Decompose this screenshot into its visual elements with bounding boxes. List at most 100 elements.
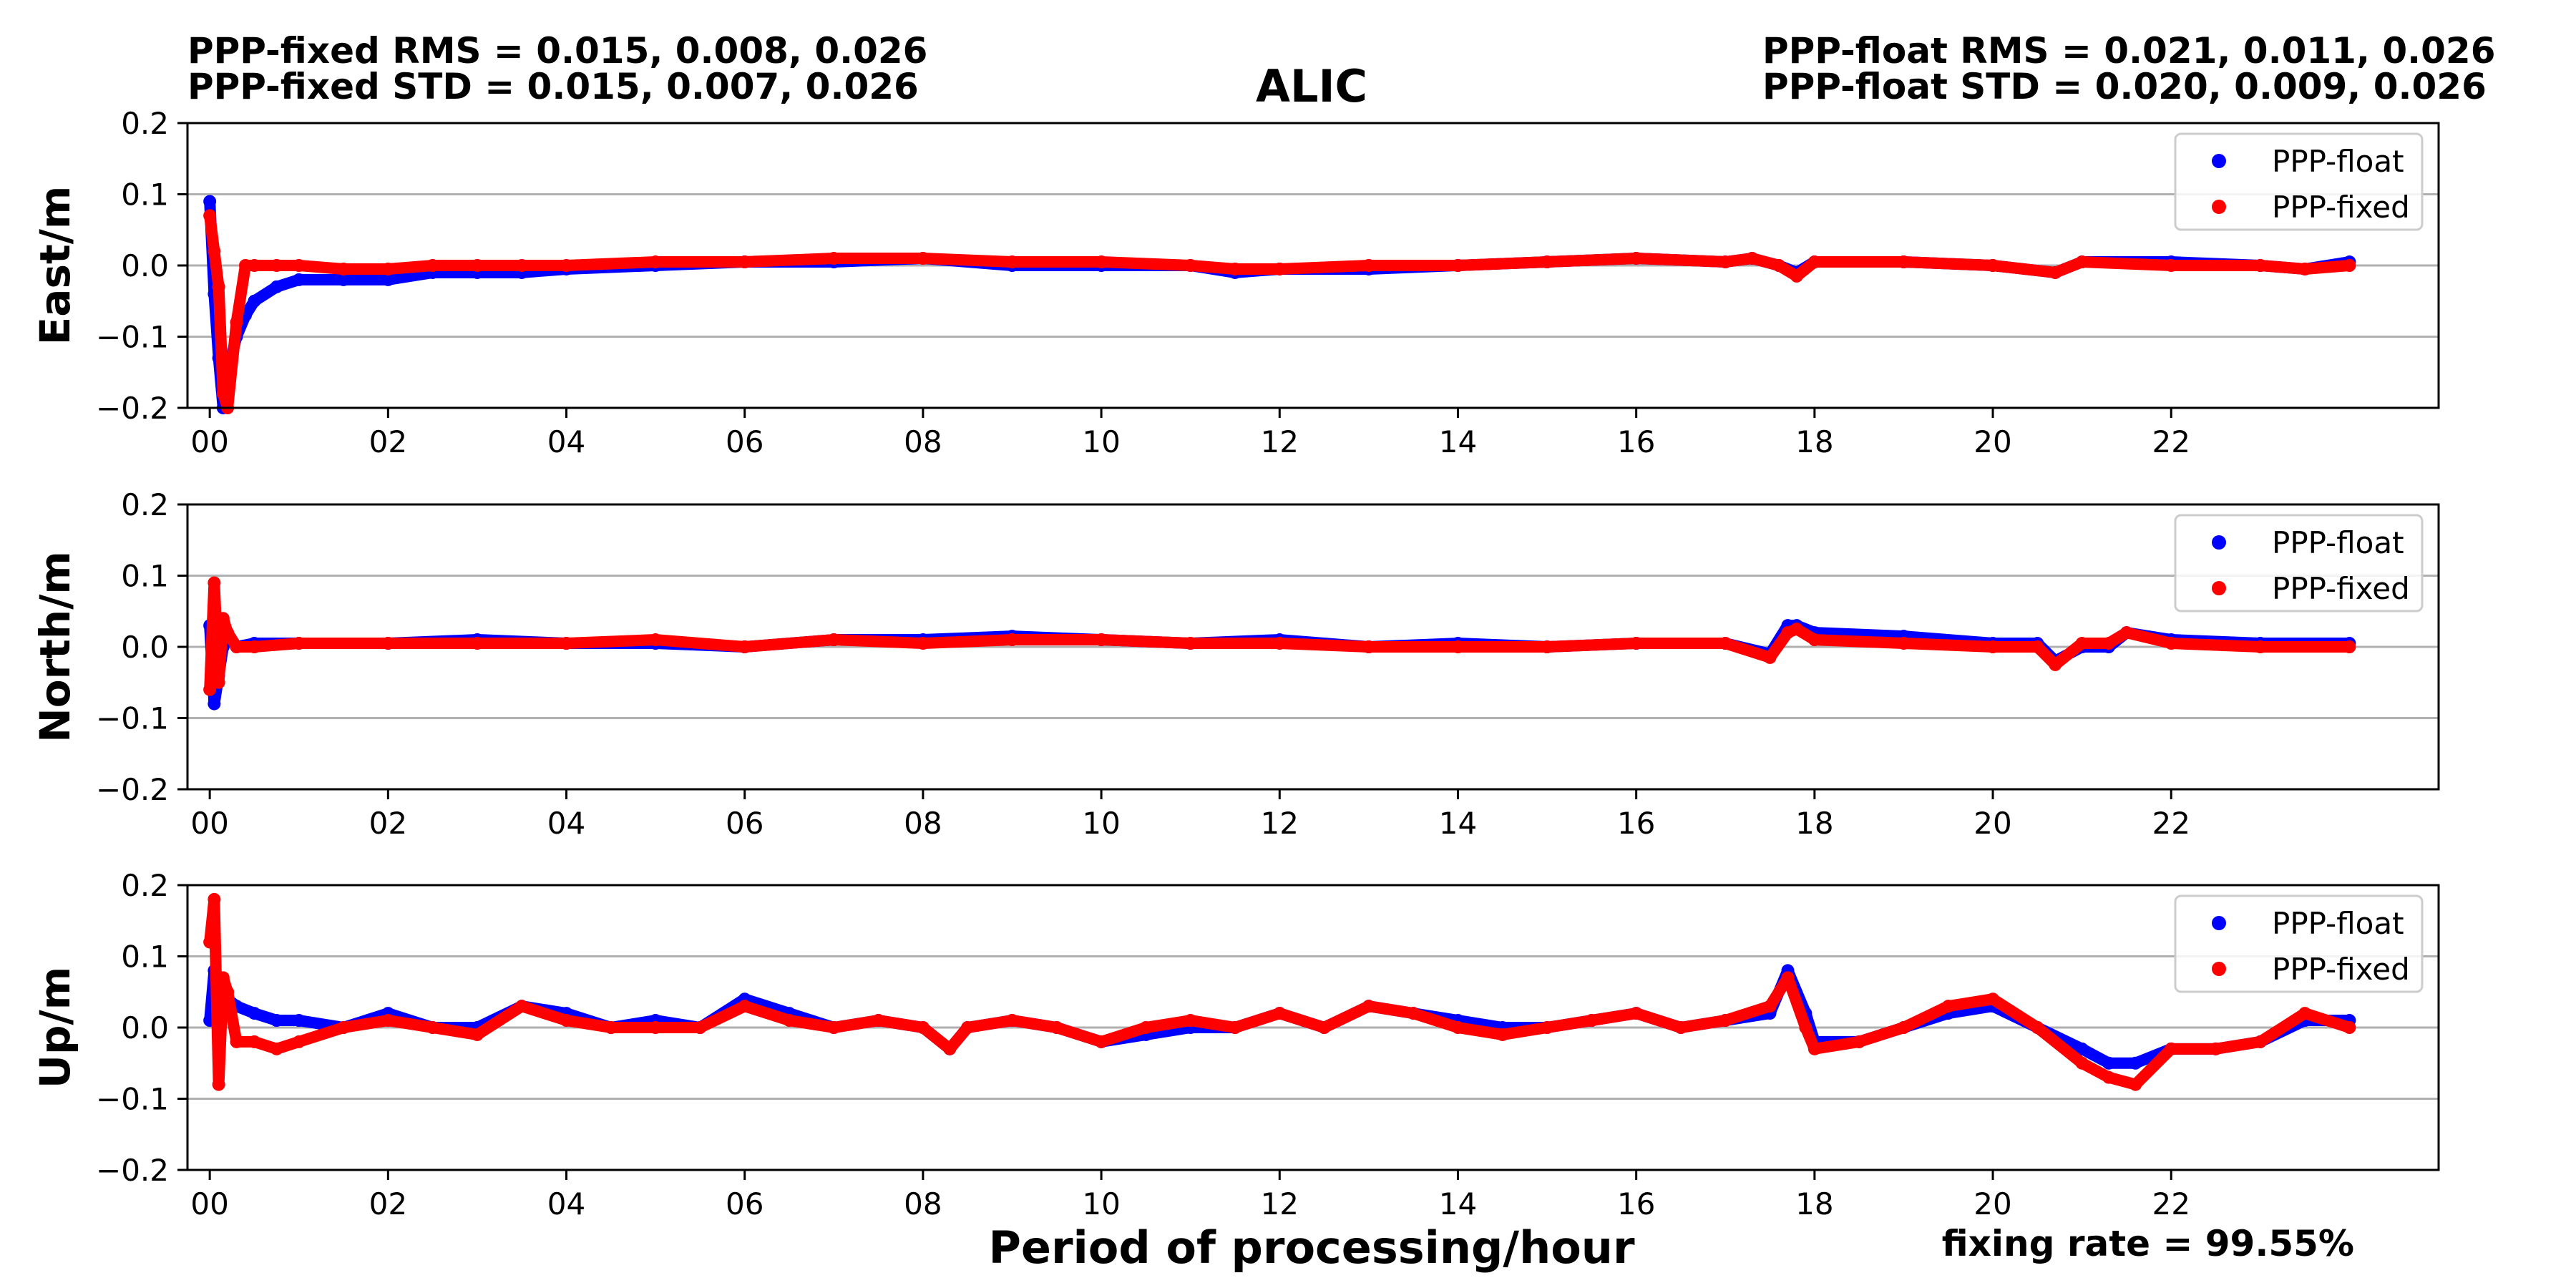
series-ppp-float <box>203 619 2356 711</box>
y-tick-label: −0.1 <box>96 320 169 355</box>
trace-segment <box>694 1000 751 1033</box>
trace-segment <box>426 1022 483 1040</box>
x-tick-label: 06 <box>726 806 763 841</box>
y-tick-label: 0.0 <box>121 1010 169 1045</box>
legend-label: PPP-fixed <box>2272 952 2410 987</box>
legend-box <box>2174 132 2424 231</box>
trace-segment <box>1674 1015 1732 1033</box>
x-tick-label: 00 <box>190 806 228 841</box>
x-tick-label: 06 <box>726 1186 763 1221</box>
x-tick-label: 20 <box>1974 806 2011 841</box>
trace-segment <box>516 1000 572 1027</box>
trace-segment <box>1630 253 1732 268</box>
trace-segment <box>2165 638 2266 653</box>
trace-segment <box>230 260 251 328</box>
legend-box <box>2174 894 2424 993</box>
trace-segment <box>222 986 243 1048</box>
y-tick-label: 0.2 <box>121 106 169 141</box>
trace-segment <box>828 1015 884 1033</box>
trace-segment <box>1407 1008 1464 1033</box>
y-tick-label: 0.1 <box>121 559 169 594</box>
subplot-eastm: 0.2 0.1 0.0 −0.1 −0.2 00 02 04 06 08 10 12 14 16 18 20 2… <box>31 106 2440 459</box>
trace-segment <box>1987 260 2062 278</box>
trace-segment <box>1541 253 1642 268</box>
trace-segment <box>917 634 1018 650</box>
trace-segment <box>738 634 840 653</box>
trace-segment <box>738 253 840 268</box>
trace-segment <box>2031 1022 2088 1069</box>
x-tick-label: 20 <box>1974 1186 2011 1221</box>
x-tick-label: 04 <box>547 1186 585 1221</box>
legend-marker <box>2212 581 2226 595</box>
x-tick-label: 12 <box>1261 806 1299 841</box>
trace-segment <box>1096 256 1196 271</box>
trace-segment <box>1274 1008 1330 1033</box>
x-tick-label: 10 <box>1082 806 1120 841</box>
trace-segment <box>1541 1015 1598 1033</box>
y-tick-label: 0.1 <box>121 940 169 975</box>
trace-segment <box>1782 972 1812 1033</box>
y-tick-label: −0.2 <box>96 391 169 426</box>
y-tick-label: −0.1 <box>96 701 169 736</box>
trace-segment <box>1541 638 1642 653</box>
trace-segment <box>2210 1035 2266 1055</box>
trace-segment <box>471 1000 528 1040</box>
x-tick-label: 16 <box>1617 1186 1655 1221</box>
series-ppp-fixed <box>203 209 2356 414</box>
x-tick-label: 00 <box>190 424 228 459</box>
trace-segment <box>1006 1015 1063 1033</box>
trace-segment <box>1140 1015 1196 1033</box>
float-rms-text: PPP-float RMS = 0.021, 0.011, 0.026 <box>1762 30 2496 72</box>
legend: PPP-float PPP-fixed <box>2174 894 2424 993</box>
trace-segment <box>2254 1008 2311 1048</box>
legend: PPP-float PPP-fixed <box>2174 514 2424 613</box>
trace-segment <box>1362 1000 1420 1020</box>
trace-segment <box>213 280 229 400</box>
data-point <box>2343 1021 2356 1034</box>
x-tick-label: 16 <box>1617 424 1655 459</box>
trace-segment <box>650 634 751 653</box>
series-ppp-float <box>203 195 2356 414</box>
trace-segment <box>2299 1008 2356 1033</box>
trace-segment <box>1452 1015 1508 1033</box>
trace-segment <box>872 1015 929 1033</box>
x-tick-label: 18 <box>1795 1186 1833 1221</box>
x-tick-label: 18 <box>1795 424 1833 459</box>
y-axis-title: North/m <box>31 551 79 743</box>
x-tick-label: 00 <box>190 1186 228 1221</box>
trace-segment <box>1898 638 1999 653</box>
trace-segment <box>1452 256 1553 271</box>
trace-segment <box>2129 1043 2177 1091</box>
fixed-std-text: PPP-fixed STD = 0.015, 0.007, 0.026 <box>187 66 919 107</box>
trace-segment <box>1586 1008 1642 1027</box>
y-tick-label: 0.0 <box>121 630 169 665</box>
trace-segment <box>1719 1000 1776 1027</box>
trace-segment <box>1318 1000 1375 1033</box>
y-tick-label: 0.2 <box>121 487 169 522</box>
x-tick-label: 08 <box>904 1186 942 1221</box>
x-tick-label: 08 <box>904 806 942 841</box>
series-ppp-fixed <box>203 892 2356 1091</box>
trace-segment <box>1808 1035 1865 1055</box>
y-tick-label: −0.1 <box>96 1082 169 1117</box>
trace-segment <box>1274 638 1375 653</box>
x-tick-label: 02 <box>369 1186 407 1221</box>
subplot-group: 0.2 0.1 0.0 −0.1 −0.2 00 02 04 06 08 10 12 14 16 18 20 2… <box>31 106 2440 1221</box>
trace-segment <box>917 253 1018 268</box>
trace-segment <box>293 260 350 275</box>
trace-segment <box>560 634 662 650</box>
subplot-northm: 0.2 0.1 0.0 −0.1 −0.2 00 02 04 06 08 10 12 14 16 18 20 2… <box>31 487 2440 841</box>
trace-segment <box>1140 1022 1196 1040</box>
axes-frame <box>186 122 2440 409</box>
x-tick-label: 14 <box>1439 424 1477 459</box>
legend-label: PPP-fixed <box>2272 190 2410 225</box>
y-tick-label: 0.2 <box>121 868 169 903</box>
x-tick-label: 18 <box>1795 806 1833 841</box>
trace-segment <box>1942 1000 1999 1020</box>
y-axis-title: East/m <box>31 186 79 346</box>
y-tick-label: −0.2 <box>96 772 169 807</box>
legend-label: PPP-float <box>2272 525 2404 560</box>
trace-segment <box>1229 1008 1286 1033</box>
trace-segment <box>1719 638 1776 663</box>
float-std-text: PPP-float STD = 0.020, 0.009, 0.026 <box>1762 66 2487 107</box>
